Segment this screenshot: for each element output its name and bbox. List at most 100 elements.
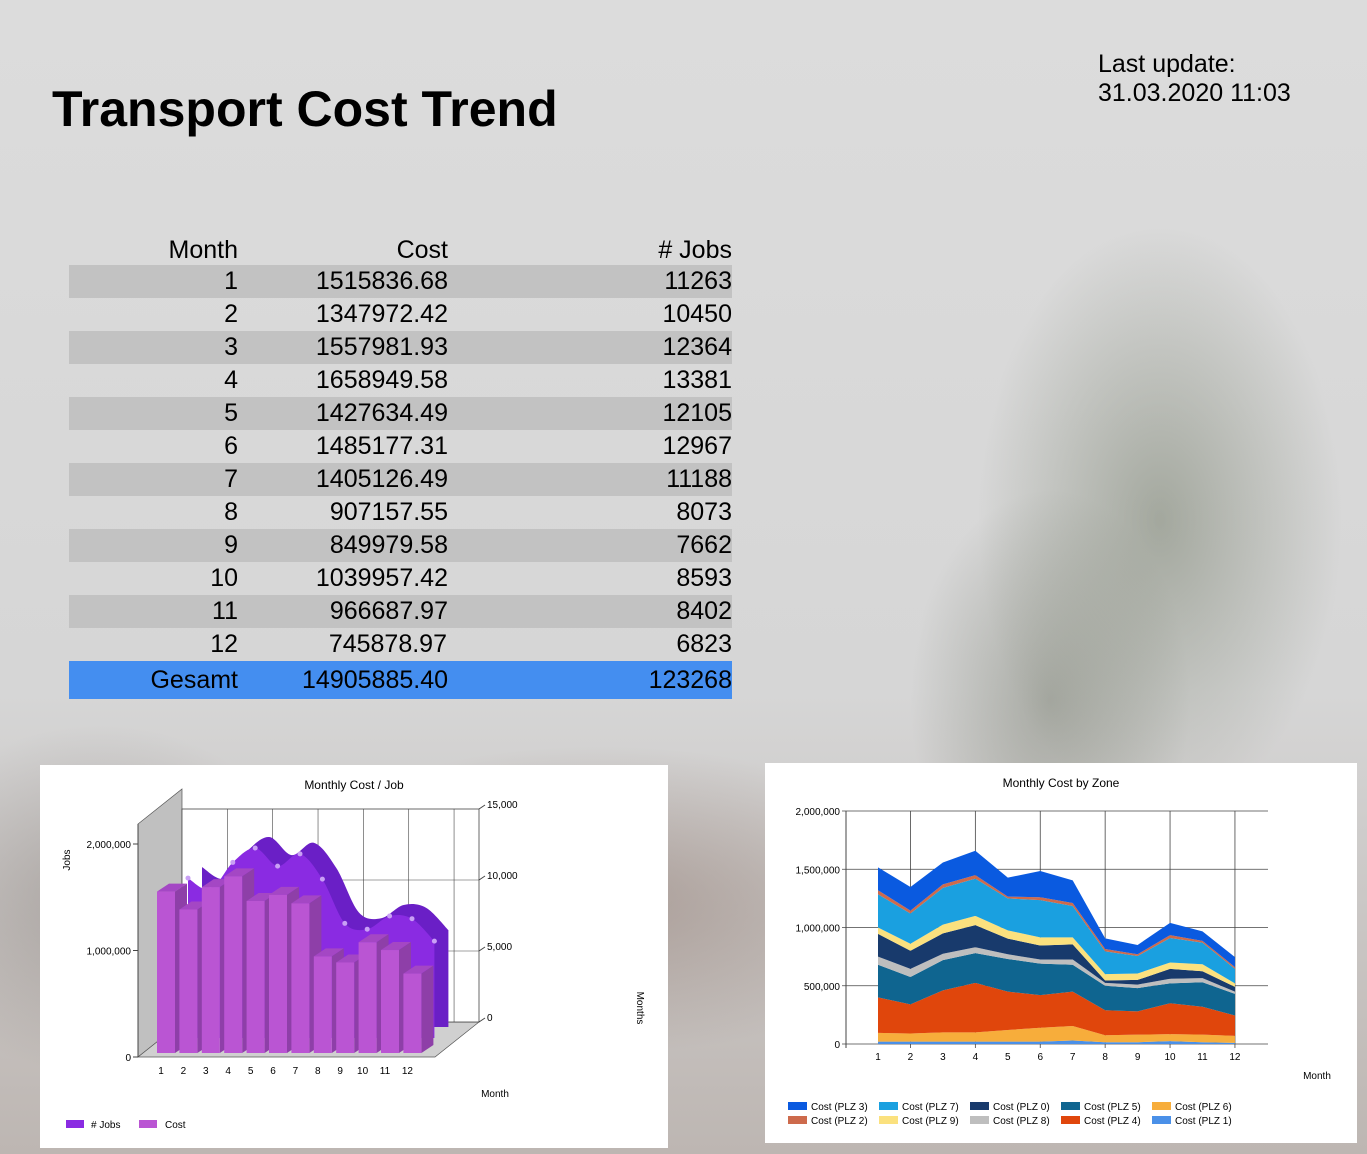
monthly-cost-job-chart: Monthly Cost / Job 0 1,000,000 2,000,000 Job… bbox=[40, 765, 668, 1148]
table-row: 2 1347972.42 10450 bbox=[69, 298, 732, 331]
cell-jobs: 13381 bbox=[662, 366, 732, 394]
legend-swatch bbox=[1061, 1102, 1080, 1110]
x-tick-label: 8 bbox=[1102, 1052, 1108, 1063]
cost-bar-side bbox=[421, 965, 434, 1053]
y-tick-label: 500,000 bbox=[804, 982, 841, 993]
legend-swatch bbox=[788, 1102, 807, 1110]
cost-bar bbox=[381, 950, 399, 1053]
jobs-point bbox=[252, 845, 258, 851]
cell-cost: 907157.55 bbox=[329, 498, 448, 526]
cell-month: 4 bbox=[224, 366, 238, 394]
y-tick-label: 2,000,000 bbox=[87, 840, 132, 851]
cost-bar bbox=[224, 876, 243, 1053]
y2-tick-label: 10,000 bbox=[487, 871, 518, 882]
cell-cost: 1557981.93 bbox=[238, 331, 448, 364]
cost-bar-top bbox=[381, 942, 411, 951]
cell-jobs: 12364 bbox=[448, 331, 732, 364]
monthly-cost-job-svg: Monthly Cost / Job 0 1,000,000 2,000,000 Job… bbox=[62, 778, 645, 1131]
area-cost-plz-5- bbox=[878, 953, 1235, 1016]
cost-bar bbox=[201, 887, 220, 1053]
y-tick-label: 1,000,000 bbox=[796, 924, 841, 935]
cost-table: Month Cost # Jobs 1 1515836.68 11263 2 13479… bbox=[68, 235, 732, 699]
x-tick-label: 7 bbox=[1070, 1052, 1076, 1063]
legend-label: Cost (PLZ 7) bbox=[902, 1102, 959, 1113]
jobs-point bbox=[230, 859, 236, 865]
legend-swatch bbox=[1152, 1102, 1171, 1110]
cell-cost: 1427634.49 bbox=[238, 397, 448, 430]
cost-bar bbox=[269, 894, 287, 1053]
x-tick-label: 7 bbox=[293, 1066, 299, 1077]
cost-bar-top bbox=[313, 948, 344, 957]
x-tick-label: 1 bbox=[875, 1052, 881, 1063]
x-tick-label: 2 bbox=[181, 1066, 187, 1077]
x-tick-label: 4 bbox=[973, 1052, 979, 1063]
x-tick-label: 5 bbox=[248, 1066, 254, 1077]
x-tick-label: 9 bbox=[1135, 1052, 1141, 1063]
x-tick-label: 3 bbox=[940, 1052, 946, 1063]
legend-label: Cost (PLZ 0) bbox=[993, 1102, 1050, 1113]
monthly-cost-zone-chart: Monthly Cost by Zone 0 500,000 1,000,000 1,5… bbox=[765, 763, 1357, 1143]
cell-month: 12 bbox=[210, 630, 238, 658]
cost-bar bbox=[313, 956, 332, 1053]
cell-jobs: 7662 bbox=[448, 529, 732, 562]
area-cost-plz-4- bbox=[878, 982, 1235, 1036]
legend-swatch bbox=[1061, 1116, 1080, 1124]
page-title: Transport Cost Trend bbox=[52, 81, 558, 137]
column-header-month: Month bbox=[168, 236, 238, 264]
last-update-value: 31.03.2020 11:03 bbox=[1098, 79, 1291, 107]
x-tick-label: 10 bbox=[357, 1066, 369, 1077]
total-cost: 14905885.40 bbox=[238, 661, 448, 699]
x-axis-title: Month bbox=[1303, 1071, 1331, 1082]
table-row: 12 745878.97 6823 bbox=[69, 628, 732, 661]
cost-bar-top bbox=[157, 883, 187, 892]
cell-cost: 849979.58 bbox=[238, 529, 448, 562]
table-row: 5 1427634.49 12105 bbox=[69, 397, 732, 430]
last-update-label: Last update: bbox=[1098, 50, 1236, 78]
cell-month: 3 bbox=[69, 331, 238, 364]
cost-bar bbox=[358, 942, 377, 1053]
jobs-point bbox=[387, 913, 393, 919]
jobs-point bbox=[364, 926, 370, 932]
x-tick-label: 9 bbox=[337, 1066, 343, 1077]
legend-label: Cost (PLZ 8) bbox=[993, 1116, 1050, 1127]
cost-bar bbox=[179, 909, 198, 1053]
cost-bar-top bbox=[224, 868, 255, 877]
cell-month: 2 bbox=[224, 300, 238, 328]
x-tick-label: 6 bbox=[270, 1066, 276, 1077]
cell-cost: 966687.97 bbox=[238, 595, 448, 628]
area-cost-plz-6- bbox=[878, 1025, 1235, 1043]
x-tick-label: 4 bbox=[225, 1066, 231, 1077]
cell-cost: 1515836.68 bbox=[238, 265, 448, 298]
x-tick-label: 11 bbox=[1197, 1052, 1208, 1063]
cell-month: 11 bbox=[69, 595, 238, 628]
legend-swatch bbox=[788, 1116, 807, 1124]
y2-tick-label: 5,000 bbox=[487, 942, 512, 953]
cost-bar-top bbox=[358, 934, 389, 943]
jobs-point bbox=[319, 876, 325, 882]
x-tick-label: 2 bbox=[908, 1052, 914, 1063]
cell-month: 6 bbox=[224, 432, 238, 460]
legend-label: Cost (PLZ 4) bbox=[1084, 1116, 1141, 1127]
y-axis-title: Jobs bbox=[62, 849, 73, 870]
cell-jobs: 8593 bbox=[676, 564, 732, 592]
cost-bar-top bbox=[291, 895, 322, 904]
cost-bar bbox=[336, 962, 355, 1053]
x-tick-label: 6 bbox=[1037, 1052, 1043, 1063]
legend-label: Cost (PLZ 9) bbox=[902, 1116, 959, 1127]
legend-swatch bbox=[879, 1116, 898, 1124]
legend-label: Cost (PLZ 1) bbox=[1175, 1116, 1232, 1127]
cell-jobs: 10450 bbox=[662, 300, 732, 328]
cost-bar bbox=[157, 891, 175, 1053]
table-row: 11 966687.97 8402 bbox=[69, 595, 732, 628]
total-jobs: 123268 bbox=[448, 661, 732, 699]
column-header-cost: Cost bbox=[396, 236, 448, 264]
cell-jobs: 8073 bbox=[676, 498, 732, 526]
cost-bar bbox=[403, 973, 422, 1053]
y-tick-label: 2,000,000 bbox=[796, 807, 841, 818]
cell-month: 1 bbox=[69, 265, 238, 298]
y2-axis-title: Months bbox=[634, 992, 645, 1025]
x-tick-label: 12 bbox=[1229, 1052, 1241, 1063]
x-tick-label: 12 bbox=[402, 1066, 414, 1077]
x-tick-label: 11 bbox=[380, 1066, 391, 1077]
cell-month: 5 bbox=[69, 397, 238, 430]
